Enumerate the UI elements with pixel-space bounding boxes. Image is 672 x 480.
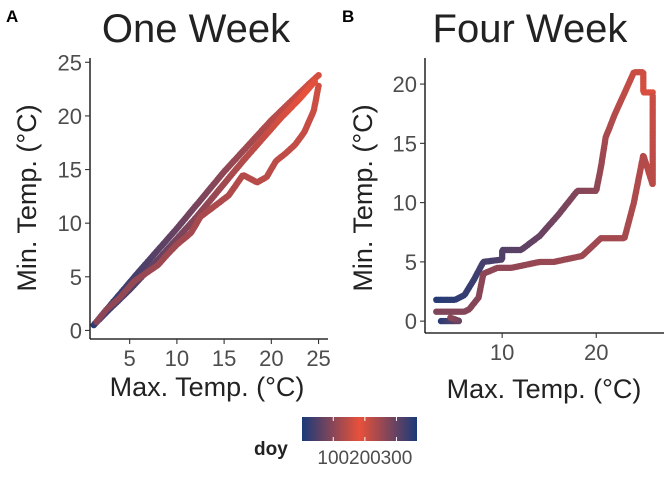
panel-b-points xyxy=(433,69,656,325)
legend-title: doy xyxy=(254,439,288,460)
legend-tick-label: 200 xyxy=(349,448,381,469)
y-tick-label: 20 xyxy=(58,104,82,129)
panel-b-y-axis-title: Min. Temp. (°C) xyxy=(348,104,378,291)
panel-a-letter: A xyxy=(6,7,18,26)
x-tick-label: 10 xyxy=(490,340,514,365)
panel-b-letter: B xyxy=(342,7,354,26)
legend-tick-label: 100 xyxy=(317,448,349,469)
legend-tick-label: 300 xyxy=(381,448,413,469)
panel-a: A One Week 5 10 15 20 25 0 5 10 15 20 25 Max. Tem… xyxy=(6,7,331,402)
panel-a-points xyxy=(90,72,322,329)
panel-a-x-axis-title: Max. Temp. (°C) xyxy=(110,372,305,402)
panel-b-y-ticks: 0 5 10 15 20 xyxy=(393,72,425,334)
panel-b: B Four Week 10 20 0 5 10 15 20 Max. Temp. (°C… xyxy=(342,7,664,404)
x-tick-label: 15 xyxy=(212,346,236,371)
y-tick-label: 5 xyxy=(70,265,82,290)
scatter-point xyxy=(311,78,318,85)
x-tick-label: 20 xyxy=(259,346,283,371)
y-tick-label: 25 xyxy=(58,50,82,75)
doy-legend: doy 100 200 300 xyxy=(254,417,417,469)
y-tick-label: 10 xyxy=(58,211,82,236)
scatter-point xyxy=(315,72,322,79)
panel-a-title: One Week xyxy=(102,7,291,51)
panel-b-title: Four Week xyxy=(433,7,629,51)
panel-a-y-axis-title: Min. Temp. (°C) xyxy=(12,104,42,291)
legend-colorbar xyxy=(302,417,417,441)
y-tick-label: 10 xyxy=(393,191,417,216)
y-tick-label: 5 xyxy=(405,250,417,275)
y-tick-label: 0 xyxy=(405,309,417,334)
scatter-point xyxy=(447,314,454,321)
panel-b-x-axis-title: Max. Temp. (°C) xyxy=(447,374,642,404)
x-tick-label: 25 xyxy=(306,346,330,371)
y-tick-label: 20 xyxy=(393,72,417,97)
panel-a-x-ticks: 5 10 15 20 25 xyxy=(124,339,331,371)
y-tick-label: 15 xyxy=(58,158,82,183)
scatter-point xyxy=(93,318,100,325)
x-tick-label: 10 xyxy=(165,346,189,371)
y-tick-label: 0 xyxy=(70,318,82,343)
x-tick-label: 5 xyxy=(124,346,136,371)
panel-b-x-ticks: 10 20 xyxy=(490,333,608,365)
panel-a-y-ticks: 0 5 10 15 20 25 xyxy=(58,50,90,343)
y-tick-label: 15 xyxy=(393,131,417,156)
legend-ticks: 100 200 300 xyxy=(317,417,412,469)
scatter-point xyxy=(433,308,440,315)
x-tick-label: 20 xyxy=(584,340,608,365)
